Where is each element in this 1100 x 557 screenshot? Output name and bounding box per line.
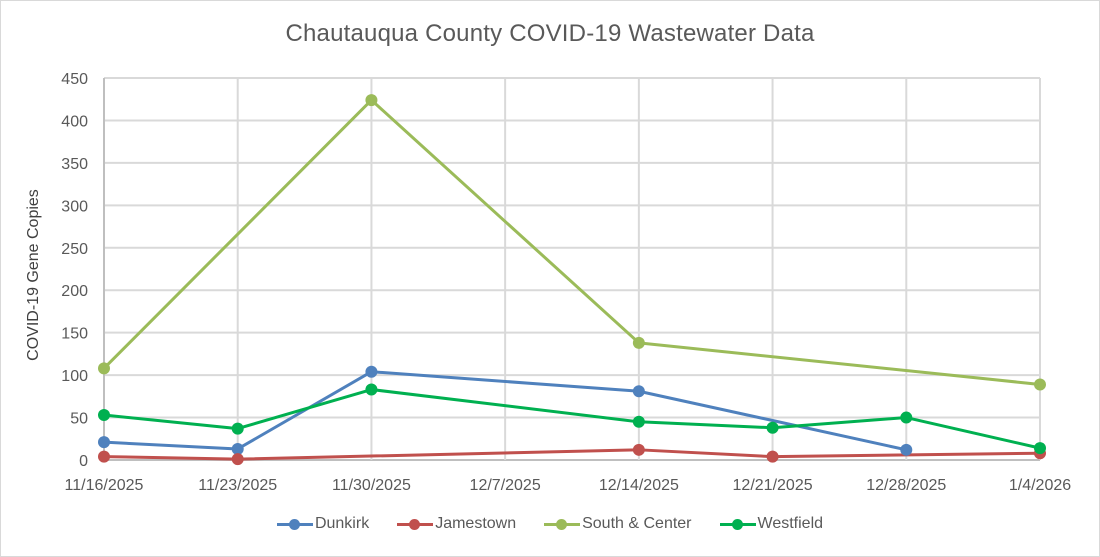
svg-text:11/30/2025: 11/30/2025 bbox=[332, 477, 411, 494]
svg-text:350: 350 bbox=[61, 156, 88, 173]
gridlines bbox=[103, 77, 1041, 461]
legend-item-jamestown[interactable]: Jamestown bbox=[397, 515, 516, 533]
line-marker-icon bbox=[397, 517, 434, 531]
svg-text:11/16/2025: 11/16/2025 bbox=[65, 477, 144, 494]
svg-text:12/21/2025: 12/21/2025 bbox=[733, 477, 813, 494]
line-marker-icon bbox=[276, 517, 313, 531]
line-marker-icon bbox=[719, 517, 756, 531]
chart-title: Chautauqua County COVID-19 Wastewater Da… bbox=[285, 20, 815, 47]
svg-text:450: 450 bbox=[61, 71, 88, 88]
svg-text:100: 100 bbox=[61, 368, 88, 385]
svg-text:11/23/2025: 11/23/2025 bbox=[198, 477, 277, 494]
svg-text:50: 50 bbox=[70, 411, 88, 428]
legend-item-dunkirk[interactable]: Dunkirk bbox=[276, 515, 370, 533]
y-axis-ticks: 0 50 100 150 200 250 300 350 400 450 bbox=[61, 71, 88, 470]
svg-text:150: 150 bbox=[61, 326, 88, 343]
legend-label: Westfield bbox=[757, 515, 824, 532]
svg-text:400: 400 bbox=[61, 113, 88, 130]
legend-item-south-center[interactable]: South & Center bbox=[544, 515, 692, 533]
line-marker-icon bbox=[544, 517, 581, 531]
svg-text:250: 250 bbox=[61, 241, 88, 258]
legend-label: South & Center bbox=[582, 515, 692, 532]
series-lines bbox=[98, 94, 1046, 466]
svg-text:12/7/2025: 12/7/2025 bbox=[470, 477, 541, 494]
legend-label: Jamestown bbox=[435, 515, 517, 532]
svg-text:300: 300 bbox=[61, 198, 88, 215]
svg-text:12/28/2025: 12/28/2025 bbox=[866, 477, 946, 494]
svg-text:12/14/2025: 12/14/2025 bbox=[599, 477, 679, 494]
svg-text:1/4/2026: 1/4/2026 bbox=[1009, 477, 1071, 494]
svg-text:200: 200 bbox=[61, 283, 88, 300]
legend-item-westfield[interactable]: Westfield bbox=[719, 515, 824, 533]
x-axis-ticks: 11/16/2025 11/23/2025 11/30/2025 12/7/2025 1… bbox=[65, 477, 1072, 494]
legend-label: Dunkirk bbox=[314, 515, 370, 532]
legend: Dunkirk Jamestown South & Center Westfie… bbox=[0, 515, 1100, 533]
svg-text:0: 0 bbox=[79, 453, 88, 470]
